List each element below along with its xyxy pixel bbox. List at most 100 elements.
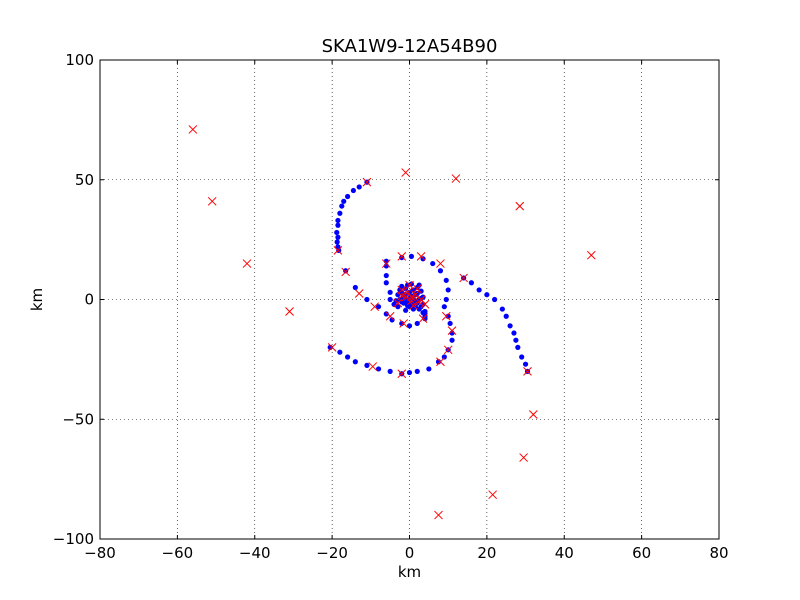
y-tick-label: −50 xyxy=(62,410,94,428)
blue-dot-point xyxy=(336,247,342,254)
blue-dot-point xyxy=(418,295,424,301)
blue-dot-point xyxy=(441,304,447,310)
blue-dot-point xyxy=(420,310,426,316)
blue-dot-point xyxy=(375,304,382,310)
blue-dot-point xyxy=(352,359,358,365)
red-x-point xyxy=(515,201,525,211)
blue-dot-point xyxy=(443,296,449,303)
y-tick-label: 0 xyxy=(84,291,94,309)
x-tick-label: 80 xyxy=(709,544,728,562)
blue-dot-point xyxy=(416,306,422,312)
x-tick-label: 60 xyxy=(632,544,651,562)
blue-dot-point xyxy=(447,320,453,327)
red-x-point xyxy=(401,168,410,177)
red-x-point xyxy=(362,177,372,187)
blue-dot-point xyxy=(345,193,351,200)
red-x-point xyxy=(397,369,407,379)
blue-dot-point xyxy=(341,198,347,204)
blue-dot-point xyxy=(364,296,370,303)
red-x-point xyxy=(459,273,469,283)
red-x-point xyxy=(188,125,198,134)
x-tick-label: 40 xyxy=(555,544,574,562)
blue-dot-point xyxy=(499,306,505,312)
red-x-point xyxy=(420,299,430,309)
red-x-point xyxy=(285,307,294,316)
blue-dot-point xyxy=(383,280,389,286)
red-x-point xyxy=(333,246,343,255)
x-tick-label: 0 xyxy=(405,544,415,562)
red-x-point xyxy=(385,311,395,321)
blue-dot-point xyxy=(430,260,436,267)
data-points xyxy=(188,125,596,520)
blue-dot-point xyxy=(503,313,509,319)
blue-dot-point xyxy=(426,366,432,372)
blue-dot-point xyxy=(352,284,358,291)
blue-dot-point xyxy=(387,296,393,303)
red-x-point xyxy=(403,287,412,297)
blue-dot-point xyxy=(408,253,415,259)
red-x-point xyxy=(368,362,378,371)
red-x-point xyxy=(399,319,409,328)
red-x-point xyxy=(451,174,461,183)
blue-dot-point xyxy=(335,222,341,228)
blue-dot-point xyxy=(334,229,340,236)
blue-dot-point xyxy=(418,288,424,294)
blue-dot-point xyxy=(395,304,401,310)
red-x-point xyxy=(586,250,596,260)
red-x-point xyxy=(354,289,364,298)
red-x-point xyxy=(447,326,457,335)
blue-dot-point xyxy=(375,366,382,372)
red-x-point xyxy=(381,259,391,268)
red-x-point xyxy=(397,252,407,261)
red-x-point xyxy=(443,345,453,355)
blue-dot-point xyxy=(484,292,490,298)
red-x-point xyxy=(519,453,528,462)
red-x-point xyxy=(488,490,498,500)
blue-dot-point xyxy=(468,280,474,286)
red-x-point xyxy=(418,314,428,324)
x-tick-label: −20 xyxy=(316,544,348,562)
red-x-point xyxy=(528,410,538,419)
red-x-point xyxy=(436,357,445,367)
red-x-point xyxy=(416,252,426,261)
y-tick-label: −100 xyxy=(53,530,94,548)
red-x-point xyxy=(409,301,418,310)
chart-title: SKA1W9-12A54B90 xyxy=(322,36,498,57)
red-x-point xyxy=(407,296,416,306)
red-x-point xyxy=(370,302,380,312)
blue-dot-point xyxy=(414,368,420,374)
red-x-point xyxy=(393,298,403,308)
blue-dot-point xyxy=(364,362,370,368)
x-axis-label: km xyxy=(398,563,421,581)
blue-dot-point xyxy=(476,287,482,293)
blue-dot-point xyxy=(343,268,349,274)
axis-ticks: −80 −60 −40 −20 0 20 40 60 80 −100 −50 0 50 100 xyxy=(53,51,729,562)
red-x-point xyxy=(407,292,416,302)
blue-dot-point xyxy=(399,254,405,261)
blue-dot-point xyxy=(515,344,521,350)
y-axis-label: km xyxy=(28,288,46,311)
red-x-point xyxy=(405,280,414,290)
blue-dot-point xyxy=(519,354,525,360)
blue-dot-point xyxy=(449,337,455,343)
blue-dot-point xyxy=(339,203,345,209)
red-x-point xyxy=(327,343,337,352)
red-x-point xyxy=(436,259,445,268)
blue-dot-point xyxy=(387,368,393,374)
x-tick-label: −60 xyxy=(162,544,194,562)
red-x-point xyxy=(523,366,532,376)
blue-dot-point xyxy=(335,217,341,224)
blue-dot-point xyxy=(395,292,401,298)
blue-dot-point xyxy=(445,287,451,293)
blue-dot-point xyxy=(389,317,395,323)
blue-dot-point xyxy=(356,184,362,190)
blue-dot-point xyxy=(406,369,413,376)
blue-dot-point xyxy=(350,187,357,194)
blue-dot-point xyxy=(345,354,351,360)
blue-dot-point xyxy=(335,234,341,240)
red-x-point xyxy=(207,196,217,206)
blue-dot-point xyxy=(383,272,389,279)
x-tick-label: −80 xyxy=(84,544,116,562)
blue-dot-point xyxy=(406,323,413,329)
